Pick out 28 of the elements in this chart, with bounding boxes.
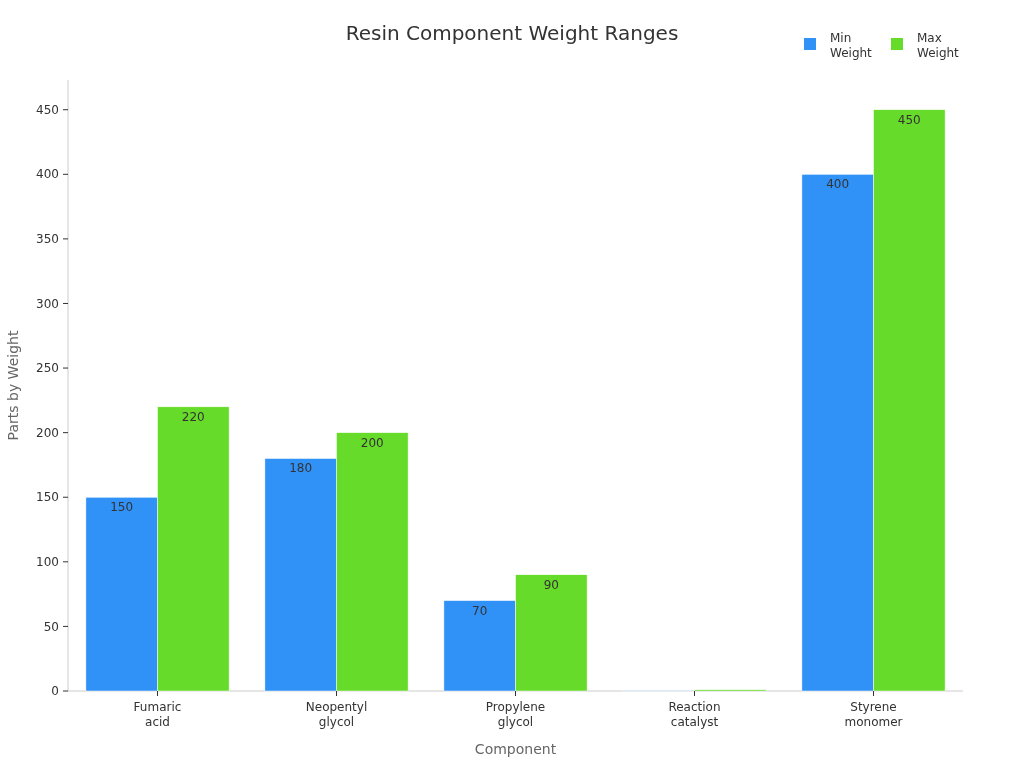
y-tick-label: 150 — [36, 490, 59, 505]
data-label: 150 — [110, 500, 134, 515]
y-tick-label: 250 — [36, 361, 59, 376]
y-tick-label: 0 — [51, 684, 59, 699]
data-label: 450 — [897, 112, 921, 127]
data-label: 220 — [181, 409, 205, 424]
x-tick-label: Neopentyl glycol — [305, 700, 368, 729]
x-tick-label: Fumaric acid — [133, 700, 182, 729]
chart-title: Resin Component Weight Ranges — [345, 21, 679, 45]
y-tick-label: 300 — [36, 296, 59, 311]
y-tick-label: 50 — [43, 619, 59, 634]
x-tick-label: Propylene glycol — [485, 700, 546, 729]
x-tick-label: Styrene monomer — [844, 700, 903, 729]
y-tick-label: 200 — [36, 425, 59, 440]
data-label: 180 — [289, 461, 313, 476]
data-label: 400 — [826, 177, 850, 192]
legend-label: Max Weight — [917, 31, 960, 60]
data-label: 200 — [360, 435, 384, 450]
y-tick-label: 100 — [36, 555, 59, 570]
y-tick-label: 400 — [36, 167, 59, 182]
y-tick-label: 350 — [36, 232, 59, 247]
data-label: 70 — [472, 603, 488, 618]
x-axis-title: Component — [474, 741, 557, 757]
data-label: 90 — [543, 577, 559, 592]
legend-label: Min Weight — [830, 31, 873, 60]
y-tick-label: 450 — [36, 102, 59, 117]
x-tick-label: Reaction catalyst — [668, 700, 721, 729]
y-axis-title: Parts by Weight — [5, 330, 21, 441]
